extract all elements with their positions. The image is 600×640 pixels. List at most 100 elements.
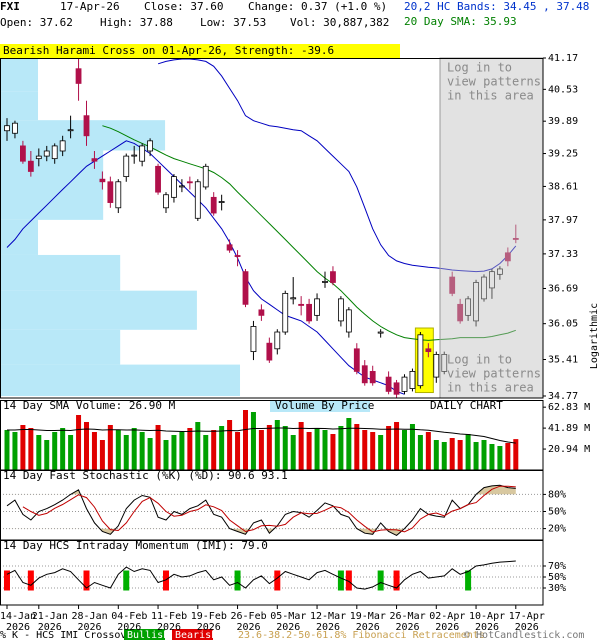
x-tick-year: 2026	[475, 622, 499, 633]
volume-bar	[409, 424, 415, 470]
x-tick-year: 2026	[197, 622, 221, 633]
x-tick-label: 04-Feb	[111, 611, 147, 622]
candle-body	[393, 382, 400, 395]
volume-by-price-bar	[0, 91, 39, 121]
volume-bar	[330, 434, 336, 470]
bullish-swatch	[124, 629, 165, 640]
volume-by-price-bar	[0, 254, 121, 291]
bullish-crossover	[337, 570, 344, 591]
candle-body	[322, 280, 328, 283]
volume-bar	[370, 432, 376, 470]
candle-body	[51, 145, 58, 160]
candle-body	[67, 129, 74, 132]
volume-bar	[481, 440, 487, 470]
locked-text: Log in to	[447, 353, 512, 367]
candle-body	[139, 145, 146, 162]
candle-body	[496, 268, 503, 275]
candle-body	[449, 276, 456, 294]
candle-body	[75, 68, 82, 84]
candle-body	[425, 348, 432, 353]
footer-bullish: Bullish	[127, 630, 169, 640]
candle-body	[274, 331, 281, 350]
candle-body	[147, 140, 154, 152]
candle-body	[337, 298, 344, 322]
candle-body	[481, 276, 487, 300]
y-tick-label: 62.83 M	[548, 402, 590, 413]
symbol: FXI	[0, 0, 20, 13]
volume-by-price-bar	[0, 329, 121, 365]
x-tick-label: 17-Apr	[509, 611, 545, 622]
x-tick-year: 2026	[396, 622, 420, 633]
candle-body	[401, 376, 408, 392]
volume-bar	[505, 443, 511, 470]
locked-text: view patterns	[447, 75, 541, 89]
volume-bar	[99, 440, 105, 470]
candle-body	[353, 348, 360, 372]
volume-bar	[378, 435, 384, 470]
axis-label: Logarithmic	[589, 303, 600, 369]
title-bg	[1, 471, 301, 482]
bearish-crossover	[274, 570, 281, 591]
locked-text: in this area	[447, 89, 534, 103]
quote-open: Open: 37.62	[0, 16, 73, 29]
y-tick-label: 50%	[548, 507, 566, 518]
series-line	[6, 484, 516, 536]
volume-bar	[155, 425, 161, 470]
volume-bar	[84, 422, 89, 470]
candle-body	[441, 354, 448, 372]
x-tick-label: 21-Jan	[32, 611, 68, 622]
volume-bar	[107, 425, 113, 470]
panel-title: 14 Day Fast Stochastic (%K) (%D): 90.6 9…	[3, 469, 288, 482]
x-tick-year: 2026	[38, 622, 62, 633]
volume-bar	[171, 435, 177, 470]
candle-body	[43, 150, 50, 157]
quote-date: 17-Apr-26	[60, 0, 120, 13]
locked-text: view patterns	[447, 367, 541, 381]
x-tick-year: 2026	[117, 622, 141, 633]
candle-body	[107, 181, 114, 203]
volume-bar	[36, 435, 42, 470]
bullish-crossover	[123, 570, 130, 591]
candle-body	[345, 309, 352, 333]
volume-bar	[338, 426, 344, 470]
quote-low: Low: 37.53	[200, 16, 266, 29]
candle-body	[155, 165, 161, 193]
volume-bar	[227, 420, 233, 470]
volume-bar	[258, 430, 264, 470]
volume-bar	[179, 432, 185, 470]
x-tick-label: 26-Feb	[230, 611, 266, 622]
volume-bar	[449, 438, 455, 470]
x-tick-label: 26-Mar	[389, 611, 425, 622]
volume-bar	[433, 440, 439, 470]
x-tick-year: 2026	[515, 622, 539, 633]
bullish-crossover	[234, 570, 241, 591]
volume-bar	[91, 432, 97, 470]
volume-bar	[266, 425, 272, 470]
candle-body	[171, 176, 177, 198]
candle-body	[298, 303, 305, 306]
sma-legend: 20 Day SMA: 35.93	[404, 15, 517, 28]
volume-bar	[402, 430, 407, 470]
x-tick-label: 11-Feb	[151, 611, 187, 622]
candle-body	[27, 160, 34, 172]
quote-close: Close: 37.60	[144, 0, 223, 13]
x-tick-year: 2026	[237, 622, 261, 633]
bearish-crossover	[27, 570, 34, 591]
candle-body	[512, 237, 519, 240]
candle-body	[409, 371, 416, 389]
locked-text: in this area	[447, 381, 534, 395]
y-tick-label: 40.53	[548, 84, 578, 95]
volume-sma	[7, 427, 516, 444]
volume-bar	[306, 432, 312, 470]
candle-body	[194, 181, 201, 219]
volume-bar	[314, 428, 320, 470]
y-tick-label: 35.41	[548, 355, 578, 366]
y-tick-label: 41.17	[548, 53, 578, 64]
locked-area	[439, 57, 544, 399]
volume-bar	[44, 440, 50, 470]
y-tick-label: 70%	[548, 561, 566, 572]
candle-body	[163, 194, 169, 209]
footer-crossover: % K - HCS IMI Crossover,	[0, 630, 145, 640]
volume-by-price-bar	[0, 219, 39, 255]
